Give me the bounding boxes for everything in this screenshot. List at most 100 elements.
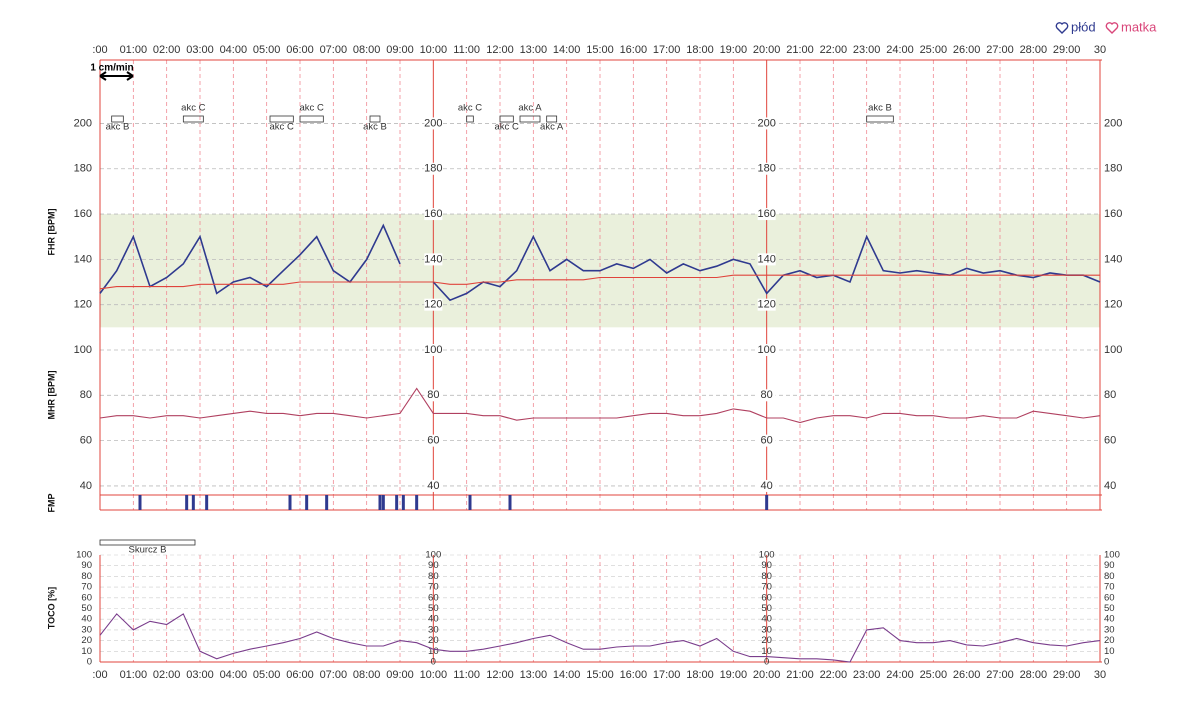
- x-tick-label: 12:00: [486, 669, 514, 681]
- x-tick-label: 07:00: [320, 669, 348, 681]
- y-tick-label: 60: [428, 592, 439, 603]
- y-tick-label: 0: [87, 657, 92, 668]
- label-bg: [757, 344, 776, 356]
- x-tick-label: 03:00: [186, 669, 214, 681]
- x-tick-label: 28:00: [1020, 44, 1048, 56]
- x-tick-label: 27:00: [986, 44, 1014, 56]
- y-tick-label: 140: [1104, 253, 1122, 265]
- x-tick-label: 13:00: [520, 44, 548, 56]
- x-tick-label: 30: [1094, 669, 1106, 681]
- y-tick-label: 100: [759, 550, 775, 561]
- legend-label[interactable]: płód: [1071, 19, 1096, 34]
- y-axis-title: TOCO [%]: [46, 587, 56, 629]
- x-tick-label: :00: [92, 669, 107, 681]
- y-tick-label: 20: [81, 635, 92, 646]
- annotation-bracket: [546, 115, 558, 123]
- y-tick-label: 140: [424, 253, 442, 265]
- y-tick-label: 40: [1104, 614, 1115, 625]
- annotation-label: akc B: [868, 103, 892, 114]
- label-bg: [424, 253, 443, 266]
- annotation-label: akc B: [106, 122, 130, 133]
- fetal-movement: [395, 495, 399, 510]
- x-tick-label: 22:00: [820, 669, 848, 681]
- fetal-movement: [205, 495, 209, 510]
- y-tick-label: 120: [74, 299, 92, 311]
- annotation-bracket: [466, 115, 474, 123]
- y-tick-label: 140: [757, 253, 775, 265]
- y-tick-label: 0: [1104, 657, 1109, 668]
- y-tick-label: 10: [1104, 646, 1115, 657]
- x-tick-label: 28:00: [1020, 669, 1048, 681]
- y-tick-label: 10: [761, 646, 772, 657]
- x-tick-label: 15:00: [586, 669, 614, 681]
- y-tick-label: 70: [761, 582, 772, 593]
- fetal-movement: [185, 495, 189, 510]
- label-bg: [424, 344, 443, 356]
- y-tick-label: 30: [428, 624, 439, 635]
- x-tick-label: 11:00: [453, 669, 480, 681]
- x-tick-label: 20:00: [753, 44, 781, 56]
- x-tick-label: 02:00: [153, 44, 181, 56]
- label-bg: [757, 253, 776, 266]
- x-tick-label: 10:00: [420, 669, 448, 681]
- y-tick-label: 40: [427, 480, 439, 492]
- fetal-movement: [138, 495, 142, 510]
- x-tick-label: 18:00: [686, 44, 714, 56]
- y-tick-label: 80: [1104, 389, 1116, 401]
- y-tick-label: 80: [1104, 571, 1115, 582]
- label-bg: [424, 208, 443, 221]
- x-tick-label: 04:00: [220, 669, 248, 681]
- y-tick-label: 80: [80, 389, 92, 401]
- y-tick-label: 60: [80, 435, 92, 447]
- x-tick-label: 09:00: [386, 669, 414, 681]
- annotation-label: akc C: [181, 103, 205, 114]
- x-tick-label: 19:00: [720, 44, 748, 56]
- y-tick-label: 80: [761, 389, 773, 401]
- y-tick-label: 40: [428, 614, 439, 625]
- y-tick-label: 80: [427, 389, 439, 401]
- y-axis-title: MHR [BPM]: [46, 371, 56, 420]
- y-tick-label: 20: [761, 635, 772, 646]
- label-bg: [757, 479, 776, 492]
- x-tick-label: 17:00: [653, 44, 681, 56]
- y-tick-label: 60: [1104, 592, 1115, 603]
- y-tick-label: 160: [1104, 208, 1122, 220]
- x-tick-label: 24:00: [886, 44, 914, 56]
- annotation-label: akc C: [458, 103, 482, 114]
- x-tick-label: 25:00: [920, 44, 948, 56]
- x-tick-label: 10:00: [420, 44, 448, 56]
- annotation-bracket: [519, 115, 541, 123]
- y-tick-label: 200: [1104, 117, 1122, 129]
- x-tick-label: 17:00: [653, 669, 681, 681]
- x-tick-label: 04:00: [220, 44, 248, 56]
- annotation-label: akc C: [300, 103, 324, 114]
- fetal-movement: [381, 495, 385, 510]
- legend-label[interactable]: matka: [1121, 19, 1157, 34]
- fetal-movement: [191, 495, 195, 510]
- legend: płód matka: [1055, 19, 1157, 34]
- fetal-movement: [378, 495, 382, 510]
- x-tick-label: 06:00: [286, 44, 314, 56]
- x-tick-label: 08:00: [353, 669, 381, 681]
- label-bg: [424, 162, 443, 175]
- y-tick-label: 10: [81, 646, 92, 657]
- annotation-label: akc C: [270, 122, 294, 133]
- y-tick-label: 40: [80, 480, 92, 492]
- annotation-bracket: [369, 115, 381, 123]
- y-tick-label: 30: [81, 624, 92, 635]
- y-tick-label: 100: [1104, 344, 1122, 356]
- fetal-movement: [401, 495, 405, 510]
- label-bg: [757, 117, 776, 130]
- x-tick-label: 16:00: [620, 669, 648, 681]
- x-tick-label: 13:00: [520, 669, 548, 681]
- annotation-bracket: [299, 115, 324, 123]
- y-tick-label: 120: [1104, 299, 1122, 311]
- y-tick-label: 180: [424, 163, 442, 175]
- x-tick-label: 16:00: [620, 44, 648, 56]
- annotation-label: akc A: [540, 122, 564, 133]
- label-bg: [424, 117, 443, 130]
- y-tick-label: 200: [424, 117, 442, 129]
- y-tick-label: 120: [757, 299, 775, 311]
